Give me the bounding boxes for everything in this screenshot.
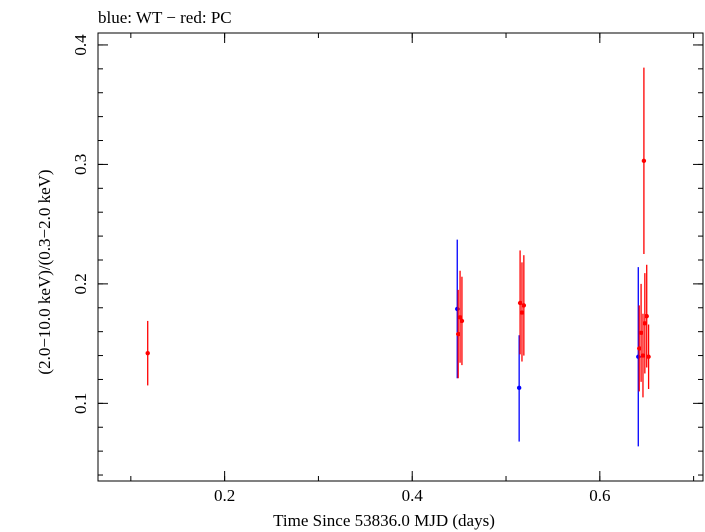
data-point-pc	[646, 354, 651, 359]
y-tick-label: 0.4	[71, 34, 90, 56]
x-tick-label: 0.6	[589, 486, 610, 505]
x-axis-label: Time Since 53836.0 MJD (days)	[273, 511, 495, 530]
plot-frame	[97, 32, 704, 482]
data-point-pc	[519, 310, 525, 315]
y-tick-label: 0.3	[71, 154, 90, 175]
chart-title: blue: WT − red: PC	[98, 8, 232, 27]
data-point-pc	[644, 313, 649, 319]
data-point-pc	[641, 158, 647, 164]
y-tick-label: 0.1	[71, 393, 90, 414]
x-tick-label: 0.2	[214, 486, 235, 505]
y-axis-label: (2.0−10.0 keV)/(0.3−2.0 keV)	[35, 169, 54, 374]
data-point-pc	[457, 315, 463, 320]
data-point-pc	[640, 353, 646, 358]
data-point-pc	[638, 330, 644, 336]
data-point-pc	[455, 331, 461, 337]
data-point-pc	[517, 300, 523, 306]
data-point-pc	[521, 303, 527, 308]
tick-labels: 0.2 0.4 0.6 0.1 0.2 0.3 0.4	[71, 34, 610, 505]
data-point-pc	[642, 321, 648, 326]
data-point-wt	[516, 385, 522, 391]
data-point-pc	[637, 346, 642, 351]
x-tick-label: 0.4	[402, 486, 424, 505]
axis-ticks	[98, 33, 703, 481]
y-tick-label: 0.2	[71, 273, 90, 294]
data-point-pc	[145, 350, 150, 356]
data-point-pc	[459, 318, 465, 324]
data-marks	[145, 67, 651, 447]
